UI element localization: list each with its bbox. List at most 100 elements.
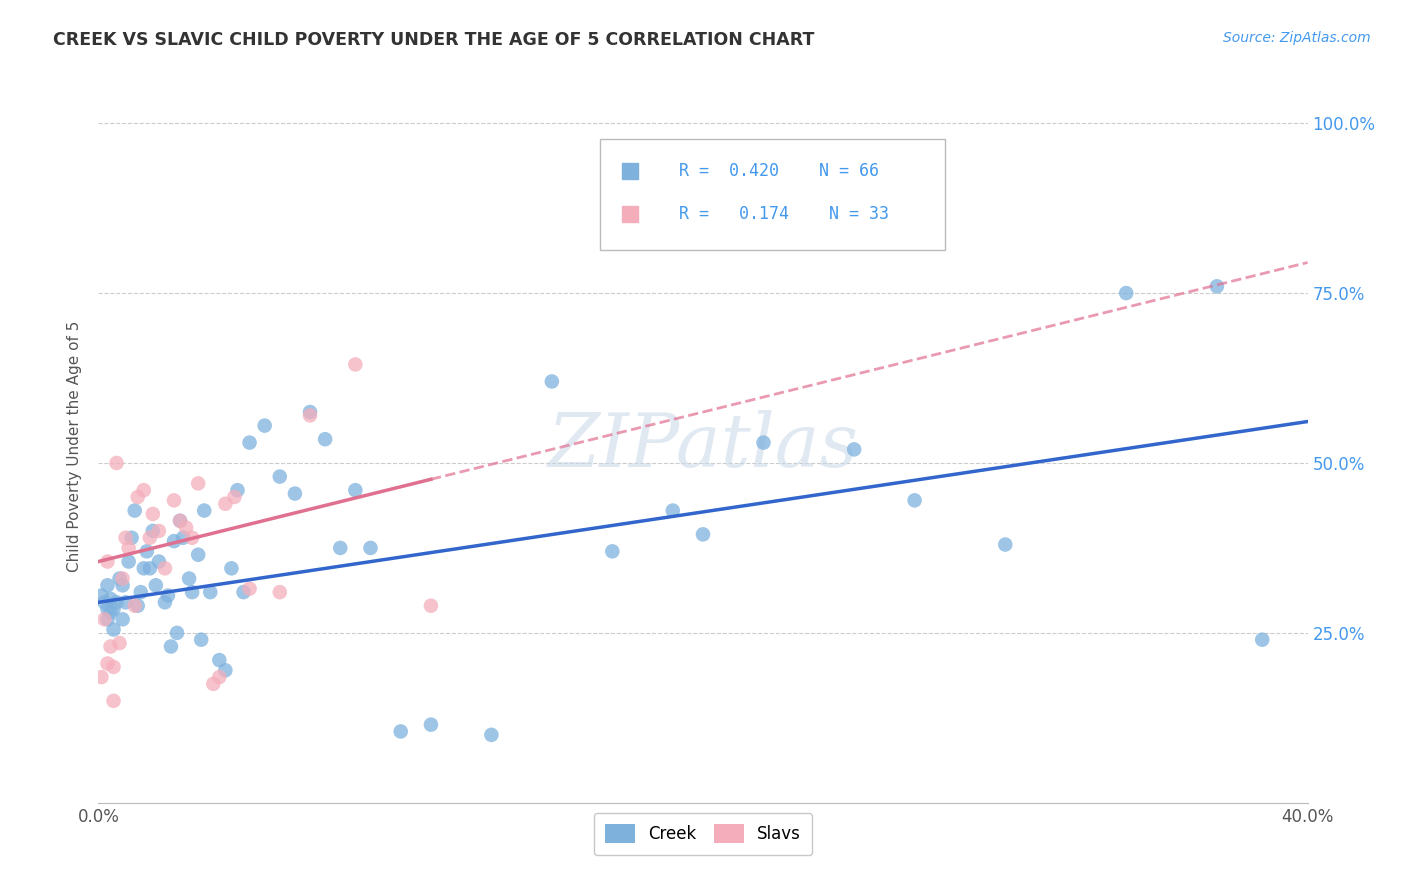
Point bbox=[752, 435, 775, 450]
Point bbox=[221, 561, 243, 575]
Point bbox=[1115, 286, 1137, 301]
Legend: Creek, Slavs: Creek, Slavs bbox=[593, 813, 813, 855]
Point bbox=[420, 717, 443, 731]
Point bbox=[132, 483, 155, 498]
Point bbox=[148, 524, 170, 538]
Point bbox=[163, 493, 186, 508]
Point bbox=[284, 486, 307, 500]
FancyBboxPatch shape bbox=[600, 139, 945, 250]
Point bbox=[239, 435, 262, 450]
Point bbox=[118, 541, 141, 555]
Point bbox=[360, 541, 382, 555]
Point bbox=[105, 456, 128, 470]
Point bbox=[93, 595, 115, 609]
Point bbox=[904, 493, 927, 508]
Point bbox=[108, 636, 131, 650]
Point bbox=[124, 503, 146, 517]
Point bbox=[100, 591, 122, 606]
Point bbox=[153, 561, 176, 575]
Point bbox=[114, 531, 136, 545]
Point bbox=[96, 612, 118, 626]
Point bbox=[129, 585, 152, 599]
Point bbox=[344, 483, 367, 498]
Point bbox=[103, 694, 125, 708]
Point bbox=[96, 555, 118, 569]
Point bbox=[166, 626, 188, 640]
Point bbox=[844, 442, 866, 457]
Point bbox=[108, 572, 131, 586]
Point bbox=[103, 660, 125, 674]
Point bbox=[160, 640, 183, 654]
Point bbox=[100, 606, 122, 620]
Point bbox=[93, 612, 115, 626]
Point bbox=[139, 561, 162, 575]
Point bbox=[114, 595, 136, 609]
Point bbox=[111, 572, 134, 586]
Point bbox=[420, 599, 443, 613]
Point bbox=[190, 632, 212, 647]
Point bbox=[214, 497, 236, 511]
Point bbox=[135, 544, 157, 558]
Point bbox=[103, 623, 125, 637]
Point bbox=[96, 657, 118, 671]
Point bbox=[127, 490, 149, 504]
Point bbox=[187, 476, 209, 491]
Point bbox=[153, 595, 176, 609]
Point bbox=[142, 507, 165, 521]
Point bbox=[169, 514, 191, 528]
Point bbox=[253, 418, 276, 433]
Point bbox=[1206, 279, 1229, 293]
Point bbox=[124, 599, 146, 613]
Point bbox=[169, 514, 191, 528]
Point bbox=[481, 728, 503, 742]
Point bbox=[994, 537, 1017, 551]
Text: Source: ZipAtlas.com: Source: ZipAtlas.com bbox=[1223, 31, 1371, 45]
Point bbox=[232, 585, 254, 599]
Point bbox=[111, 612, 134, 626]
Point bbox=[132, 561, 155, 575]
Point bbox=[163, 534, 186, 549]
Point bbox=[156, 589, 179, 603]
Point bbox=[148, 555, 170, 569]
Point bbox=[172, 531, 194, 545]
Point bbox=[118, 555, 141, 569]
Point bbox=[145, 578, 167, 592]
Point bbox=[692, 527, 714, 541]
Point bbox=[103, 602, 125, 616]
Point bbox=[344, 358, 367, 372]
Point bbox=[90, 589, 112, 603]
Point bbox=[179, 572, 201, 586]
Point bbox=[661, 503, 683, 517]
Point bbox=[269, 469, 291, 483]
Point bbox=[96, 578, 118, 592]
Point bbox=[96, 602, 118, 616]
Point bbox=[540, 375, 562, 389]
Text: R =  0.420    N = 66: R = 0.420 N = 66 bbox=[679, 162, 879, 180]
Point bbox=[269, 585, 291, 599]
Point bbox=[181, 585, 204, 599]
Point bbox=[181, 531, 204, 545]
Point bbox=[121, 531, 143, 545]
Point bbox=[127, 599, 149, 613]
Point bbox=[105, 595, 128, 609]
Point bbox=[329, 541, 352, 555]
Point bbox=[1251, 632, 1274, 647]
Point bbox=[90, 670, 112, 684]
Point bbox=[142, 524, 165, 538]
Point bbox=[314, 432, 336, 446]
Point bbox=[202, 677, 225, 691]
Point bbox=[174, 520, 197, 534]
Point bbox=[187, 548, 209, 562]
Text: ZIPatlas: ZIPatlas bbox=[547, 409, 859, 483]
Point bbox=[139, 531, 162, 545]
Y-axis label: Child Poverty Under the Age of 5: Child Poverty Under the Age of 5 bbox=[67, 320, 83, 572]
Point bbox=[226, 483, 249, 498]
Point bbox=[208, 670, 231, 684]
Point bbox=[602, 544, 624, 558]
Point bbox=[193, 503, 215, 517]
Point bbox=[299, 409, 322, 423]
Point bbox=[239, 582, 262, 596]
Point bbox=[200, 585, 222, 599]
Text: R =   0.174    N = 33: R = 0.174 N = 33 bbox=[679, 205, 889, 223]
Text: CREEK VS SLAVIC CHILD POVERTY UNDER THE AGE OF 5 CORRELATION CHART: CREEK VS SLAVIC CHILD POVERTY UNDER THE … bbox=[53, 31, 815, 49]
